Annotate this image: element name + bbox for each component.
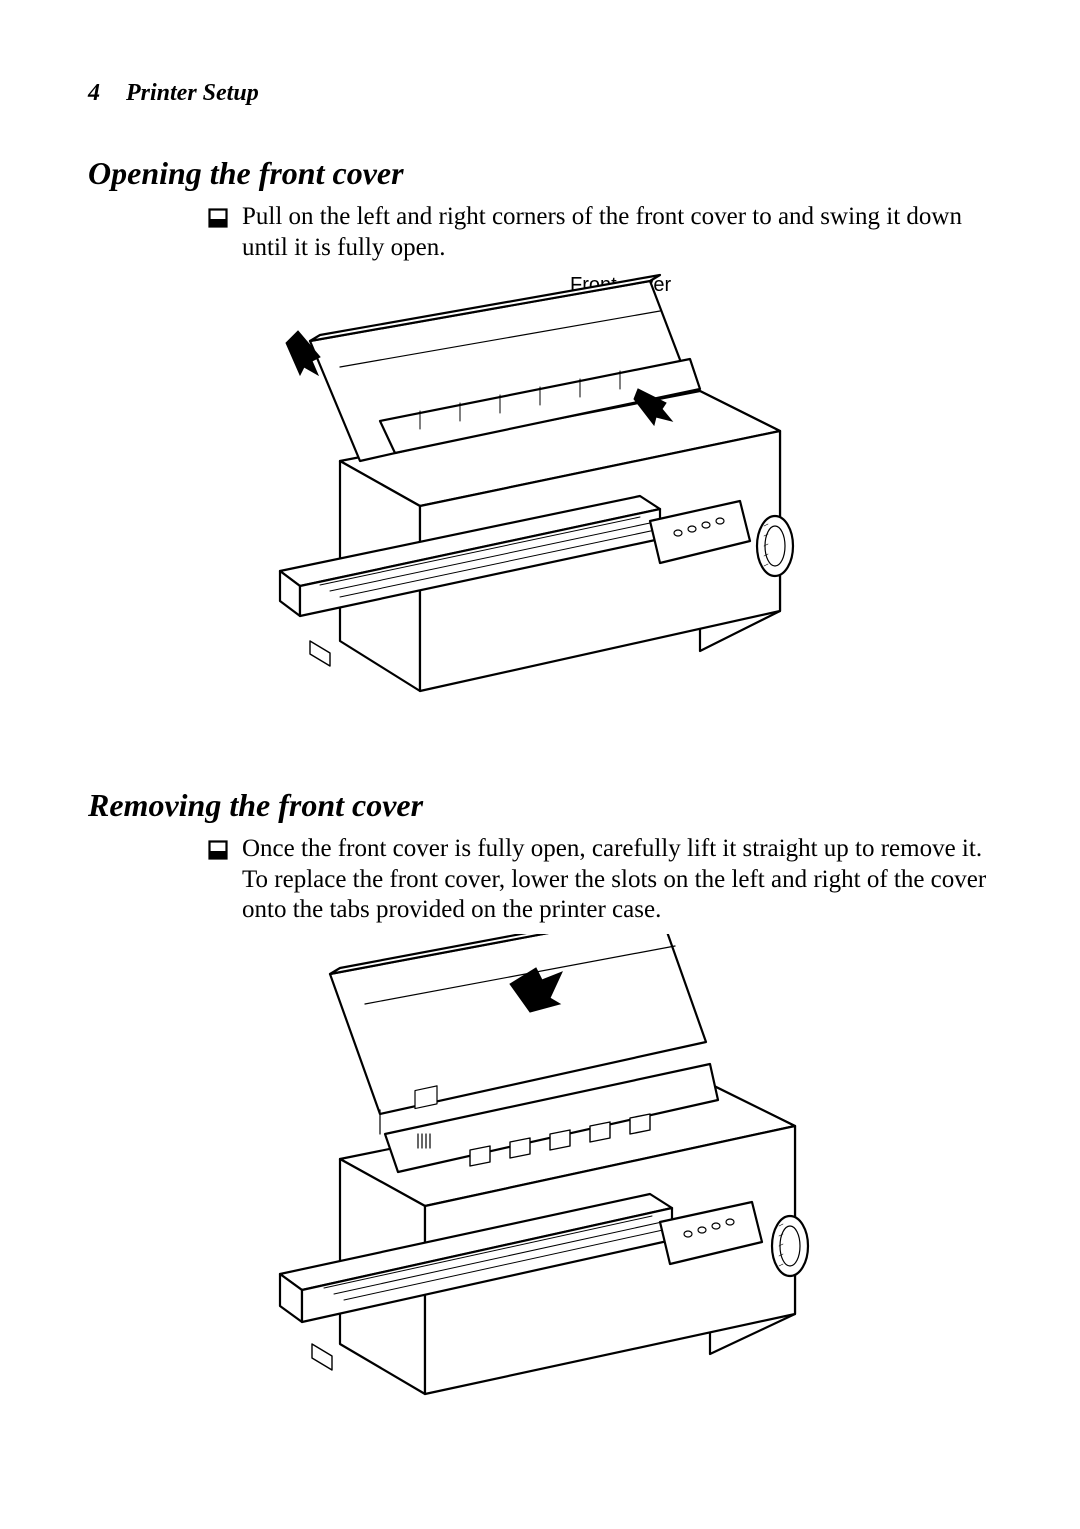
bullet-item-removing: Once the front cover is fully open, care… <box>208 834 992 926</box>
bullet-item-opening: Pull on the left and right corners of th… <box>208 202 992 263</box>
printer-illustration-removing <box>220 934 860 1434</box>
bullet-icon <box>208 208 228 228</box>
bullet-icon <box>208 840 228 860</box>
figure-removing <box>88 934 992 1434</box>
running-header: 4 Printer Setup <box>88 80 992 107</box>
section-heading-opening: Opening the front cover <box>88 155 992 192</box>
page-number: 4 <box>88 80 100 106</box>
printer-illustration-opening: Front cover <box>220 271 860 731</box>
bullet-text-removing: Once the front cover is fully open, care… <box>242 834 992 926</box>
section-heading-removing: Removing the front cover <box>88 787 992 824</box>
figure-opening: Front cover <box>88 271 992 731</box>
bullet-text-opening: Pull on the left and right corners of th… <box>242 202 992 263</box>
chapter-title: Printer Setup <box>126 80 259 106</box>
